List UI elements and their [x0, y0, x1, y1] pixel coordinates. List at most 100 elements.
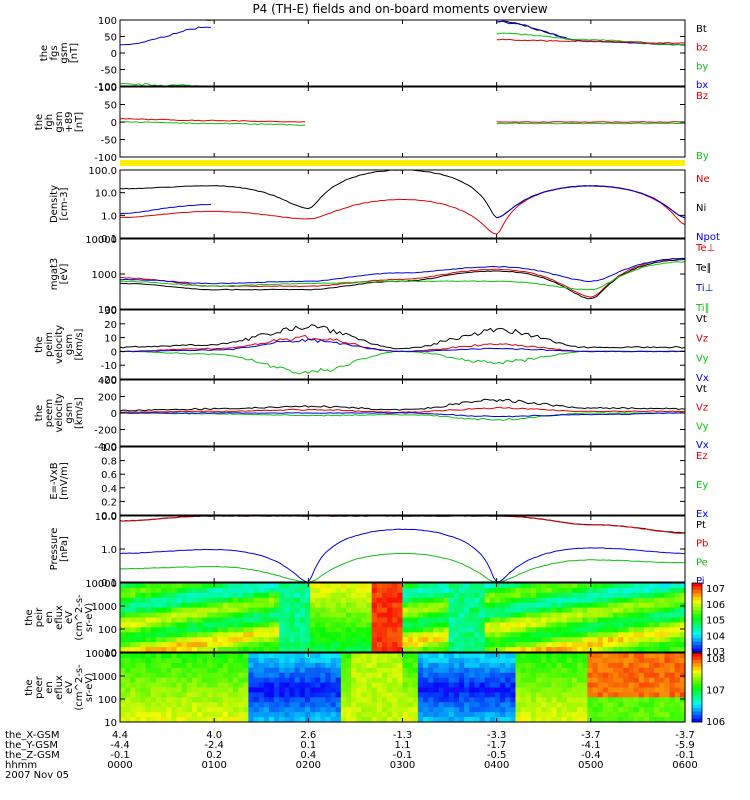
spectrogram-cell	[628, 607, 635, 614]
spectrogram-cell	[417, 602, 424, 609]
legend-entry: Npot	[696, 232, 720, 243]
spectrogram-cell	[674, 707, 681, 713]
spectrogram-cell	[633, 617, 640, 624]
spectrogram-cell	[268, 642, 275, 648]
spectrogram-cell	[120, 677, 126, 684]
spectrogram-cell	[161, 682, 167, 689]
y-tick-label: 0	[111, 118, 117, 129]
spectrogram-cell	[166, 647, 172, 653]
spectrogram-cell	[155, 587, 162, 594]
spectrogram-cell	[191, 702, 198, 708]
spectrogram-cell	[628, 632, 635, 638]
spectrogram-cell	[649, 697, 655, 703]
x-axis-value: -0.1	[110, 750, 130, 761]
spectrogram-cell	[428, 637, 434, 643]
spectrogram-cell	[233, 687, 239, 694]
spectrogram-cell	[443, 622, 450, 628]
spectrogram-cell	[607, 682, 614, 689]
spectrogram-cell	[243, 622, 250, 628]
spectrogram-cell	[284, 587, 291, 594]
y-tick-label: 1.0	[101, 443, 117, 454]
spectrogram-cell	[459, 622, 465, 628]
spectrogram-cell	[346, 677, 352, 684]
spectrogram-cell	[494, 707, 501, 713]
spectrogram-cell	[253, 637, 260, 643]
spectrogram-cell	[145, 642, 152, 648]
spectrogram-cell	[412, 607, 419, 614]
spectrogram-cell	[263, 707, 270, 713]
spectrogram-cell	[628, 617, 635, 624]
spectrogram-cell	[643, 632, 650, 638]
spectrogram-cell	[674, 712, 681, 718]
spectrogram-cell	[587, 627, 594, 633]
spectrogram-cell	[489, 707, 496, 713]
spectrogram-cell	[536, 607, 542, 614]
spectrogram-cell	[469, 637, 476, 643]
spectrogram-cell	[366, 677, 373, 684]
spectrogram-cell	[186, 607, 193, 614]
spectrogram-cell	[361, 662, 368, 669]
spectrogram-cell	[397, 637, 404, 643]
spectrogram-cell	[191, 632, 198, 638]
spectrogram-cell	[520, 707, 527, 713]
spectrogram-cell	[428, 662, 434, 669]
spectrogram-cell	[654, 607, 660, 614]
spectrogram-cell	[664, 597, 671, 604]
spectrogram-cell	[438, 672, 445, 679]
spectrogram-cell	[474, 707, 481, 713]
spectrogram-cell	[140, 697, 147, 703]
spectrogram-cell	[428, 672, 434, 679]
spectrogram-cell	[161, 627, 167, 633]
spectrogram-cell	[541, 702, 547, 708]
spectrogram-cell	[520, 597, 527, 604]
spectrogram-cell	[150, 653, 157, 659]
spectrogram-cell	[428, 682, 434, 689]
spectrogram-cell	[500, 607, 506, 614]
spectrogram-cell	[464, 592, 470, 599]
spectrogram-cell	[464, 667, 470, 674]
spectrogram-cell	[140, 677, 147, 684]
spectrogram-cell	[284, 657, 291, 664]
spectrogram-cell	[649, 657, 655, 664]
spectrogram-cell	[330, 587, 337, 594]
spectrogram-cell	[412, 667, 419, 674]
spectrogram-cell	[530, 682, 537, 689]
spectrogram-cell	[212, 637, 219, 643]
spectrogram-cell	[392, 637, 398, 643]
spectrogram-cell	[320, 622, 327, 628]
spectrogram-cell	[161, 707, 167, 713]
spectrogram-cell	[130, 712, 137, 718]
spectrogram-cell	[433, 707, 440, 713]
spectrogram-cell	[294, 642, 301, 648]
x-axis-value: -5.9	[675, 740, 695, 751]
y-tick-label: 1.0	[101, 211, 117, 222]
spectrogram-cell	[628, 583, 635, 589]
spectrogram-cell	[171, 677, 178, 684]
spectrogram-cell	[258, 637, 265, 643]
spectrogram-cell	[145, 682, 152, 689]
spectrogram-cell	[186, 717, 193, 723]
spectrogram-cell	[279, 637, 285, 643]
spectrogram-cell	[315, 677, 321, 684]
legend-entry: Te⊥	[695, 243, 715, 254]
spectrogram-cell	[649, 682, 655, 689]
colorbar-step	[692, 593, 702, 598]
spectrogram-cell	[392, 687, 398, 694]
spectrogram-cell	[577, 597, 583, 604]
series-line-Vy	[120, 412, 685, 422]
spectrogram-cell	[469, 667, 476, 674]
y-axis-label-line: [nT]	[69, 43, 80, 63]
spectrogram-cell	[176, 612, 183, 619]
spectrogram-cell	[387, 657, 393, 664]
spectrogram-cell	[248, 712, 255, 718]
spectrogram-cell	[207, 677, 214, 684]
spectrogram-cell	[582, 592, 589, 599]
spectrogram-cell	[597, 607, 604, 614]
spectrogram-cell	[607, 622, 614, 628]
spectrogram-cell	[654, 692, 660, 698]
spectrogram-cell	[366, 712, 373, 718]
spectrogram-cell	[387, 687, 393, 694]
spectrogram-cell	[135, 583, 142, 589]
spectrogram-cell	[284, 707, 291, 713]
spectrogram-cell	[602, 672, 609, 679]
